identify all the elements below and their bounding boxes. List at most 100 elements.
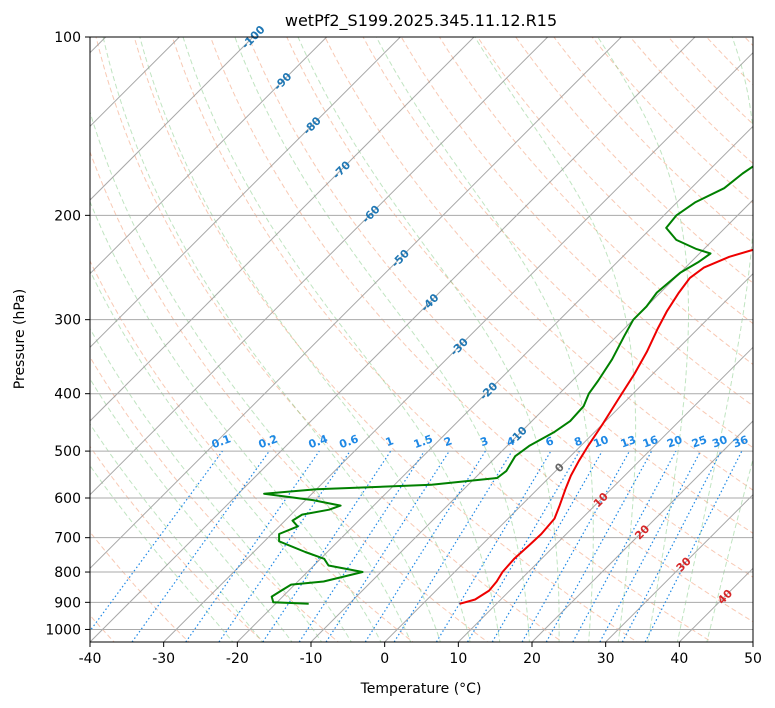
y-tick-label: 100 [54,30,81,46]
dry-adiabat-line [362,37,753,449]
y-tick-label: 900 [54,595,81,611]
mixing-ratio-label: 0.1 [210,432,233,451]
x-tick-label: 40 [670,651,688,667]
mixing-ratio-label: 8 [572,434,584,449]
mixing-ratio-line [298,450,425,642]
x-tick-label: 10 [449,651,467,667]
isotherm-line [90,37,328,275]
plot-frame [89,36,754,643]
dry-adiabat-line [90,531,190,642]
isotherm-label: -70 [330,158,353,181]
moist-adiabat-line [676,37,753,642]
mixing-ratio-label: 30 [710,433,729,451]
mixing-ratio-label: 4 [505,434,517,449]
dry-adiabat-line [286,37,753,534]
mixing-ratio-label: 10 [592,433,611,451]
x-tick-label: -30 [152,651,175,667]
dry-adiabat-line [438,37,753,366]
mixing-ratio-label: 1.5 [412,432,435,451]
isotherm-line [605,493,753,642]
dry-adiabat-line [629,37,753,165]
mixing-ratio-label: 0.4 [307,432,330,451]
mixing-ratio-label: 20 [665,433,684,451]
mixing-ratio-label: 0.6 [338,432,361,451]
y-tick-label: 600 [54,491,81,507]
dry-adiabat-line [209,37,753,623]
mixing-ratio-line [325,450,450,642]
isotherms [90,37,753,642]
moist-adiabat-line [90,110,412,642]
dry-adiabat-line [515,37,753,284]
y-tick-label: 500 [54,444,81,460]
isotherm-line [90,37,549,496]
moist-adiabat-line [102,37,441,642]
isotherm-line [236,125,753,642]
mixing-ratio-line [393,450,513,642]
dry-adiabat-line [248,37,753,578]
dry-adiabat-line [744,37,753,47]
x-tick-label: -40 [79,651,102,667]
isopleth-labels: 0.1 0.2 0.4 0.6 1 1.5 2 3 4 6 8 10 13 16 20 25 30 36-100-… [210,23,750,607]
dry-adiabat-line [400,37,753,407]
dry-adiabat-line [324,37,753,491]
dry-adiabat-line [591,37,753,204]
isotherm-line [531,420,753,642]
mixing-ratio-line [364,450,486,642]
mixing-ratio-line [644,450,743,642]
isotherm-line [384,272,753,642]
mixing-ratio-line [90,450,223,632]
mixing-ratio-line [435,450,552,642]
dry-adiabat-line [770,24,775,645]
mixing-ratio-label: 36 [731,433,750,451]
moist-adiabat-line [375,37,594,642]
dewpoint-profile-line [263,165,753,605]
y-tick-label: 800 [54,565,81,581]
isotherm-line [678,567,753,642]
dry-adiabat-line [90,150,489,642]
isotherm-label: -90 [271,70,294,93]
dry-adiabat-line [705,37,753,86]
moist-adiabat-line [182,37,501,642]
isotherm-line [90,37,475,422]
mixing-ratio-label: 1 [384,434,396,449]
dry-adiabat-line [133,37,638,642]
dry-adiabat-line [90,259,414,642]
mixing-ratio-line [572,450,677,642]
mixing-ratio-label: 16 [641,433,660,451]
temperature-profile-line [459,248,753,605]
mixing-ratio-label: 2 [442,434,454,449]
mixing-ratio-label: 0.2 [257,432,280,451]
profile-series [263,165,753,605]
isotherm-line [90,37,622,570]
dry-adiabat-line [171,37,713,642]
moist-adiabat-line [597,37,689,642]
mixing-ratio-line [545,450,653,642]
pressure-gridlines [90,37,753,630]
isotherm-line [163,51,753,642]
moist-adiabat-line [90,377,293,642]
mixing-ratio-line [218,450,351,642]
dry-adiabat-line [90,445,265,642]
y-tick-label: 300 [54,313,81,329]
x-tick-label: 0 [380,651,389,667]
x-tick-label: 50 [744,651,762,667]
mixing-ratio-label: 13 [619,433,638,450]
y-tick-label: 1000 [45,622,81,638]
mixing-ratio-line [599,450,702,642]
mixing-ratio-line [262,450,392,642]
moist-adiabat-line [706,457,753,642]
moist-adiabat-line [474,37,637,642]
x-axis-ticks: -40 -30 -20 -10 0 10 20 30 40 50 [79,642,762,667]
isotherm-line [90,37,254,201]
isotherm-line [752,641,753,642]
y-tick-label: 700 [54,531,81,547]
mixing-ratio-line [466,450,580,642]
y-tick-label: 400 [54,387,81,403]
isotherm-line [90,37,696,642]
mixing-ratio-label: 6 [544,434,556,449]
isotherm-line [90,37,401,349]
mixing-ratio-line [491,450,603,642]
dry-adiabats [90,24,775,645]
x-axis-title: Temperature (°C) [360,681,482,697]
x-tick-label: -10 [300,651,323,667]
